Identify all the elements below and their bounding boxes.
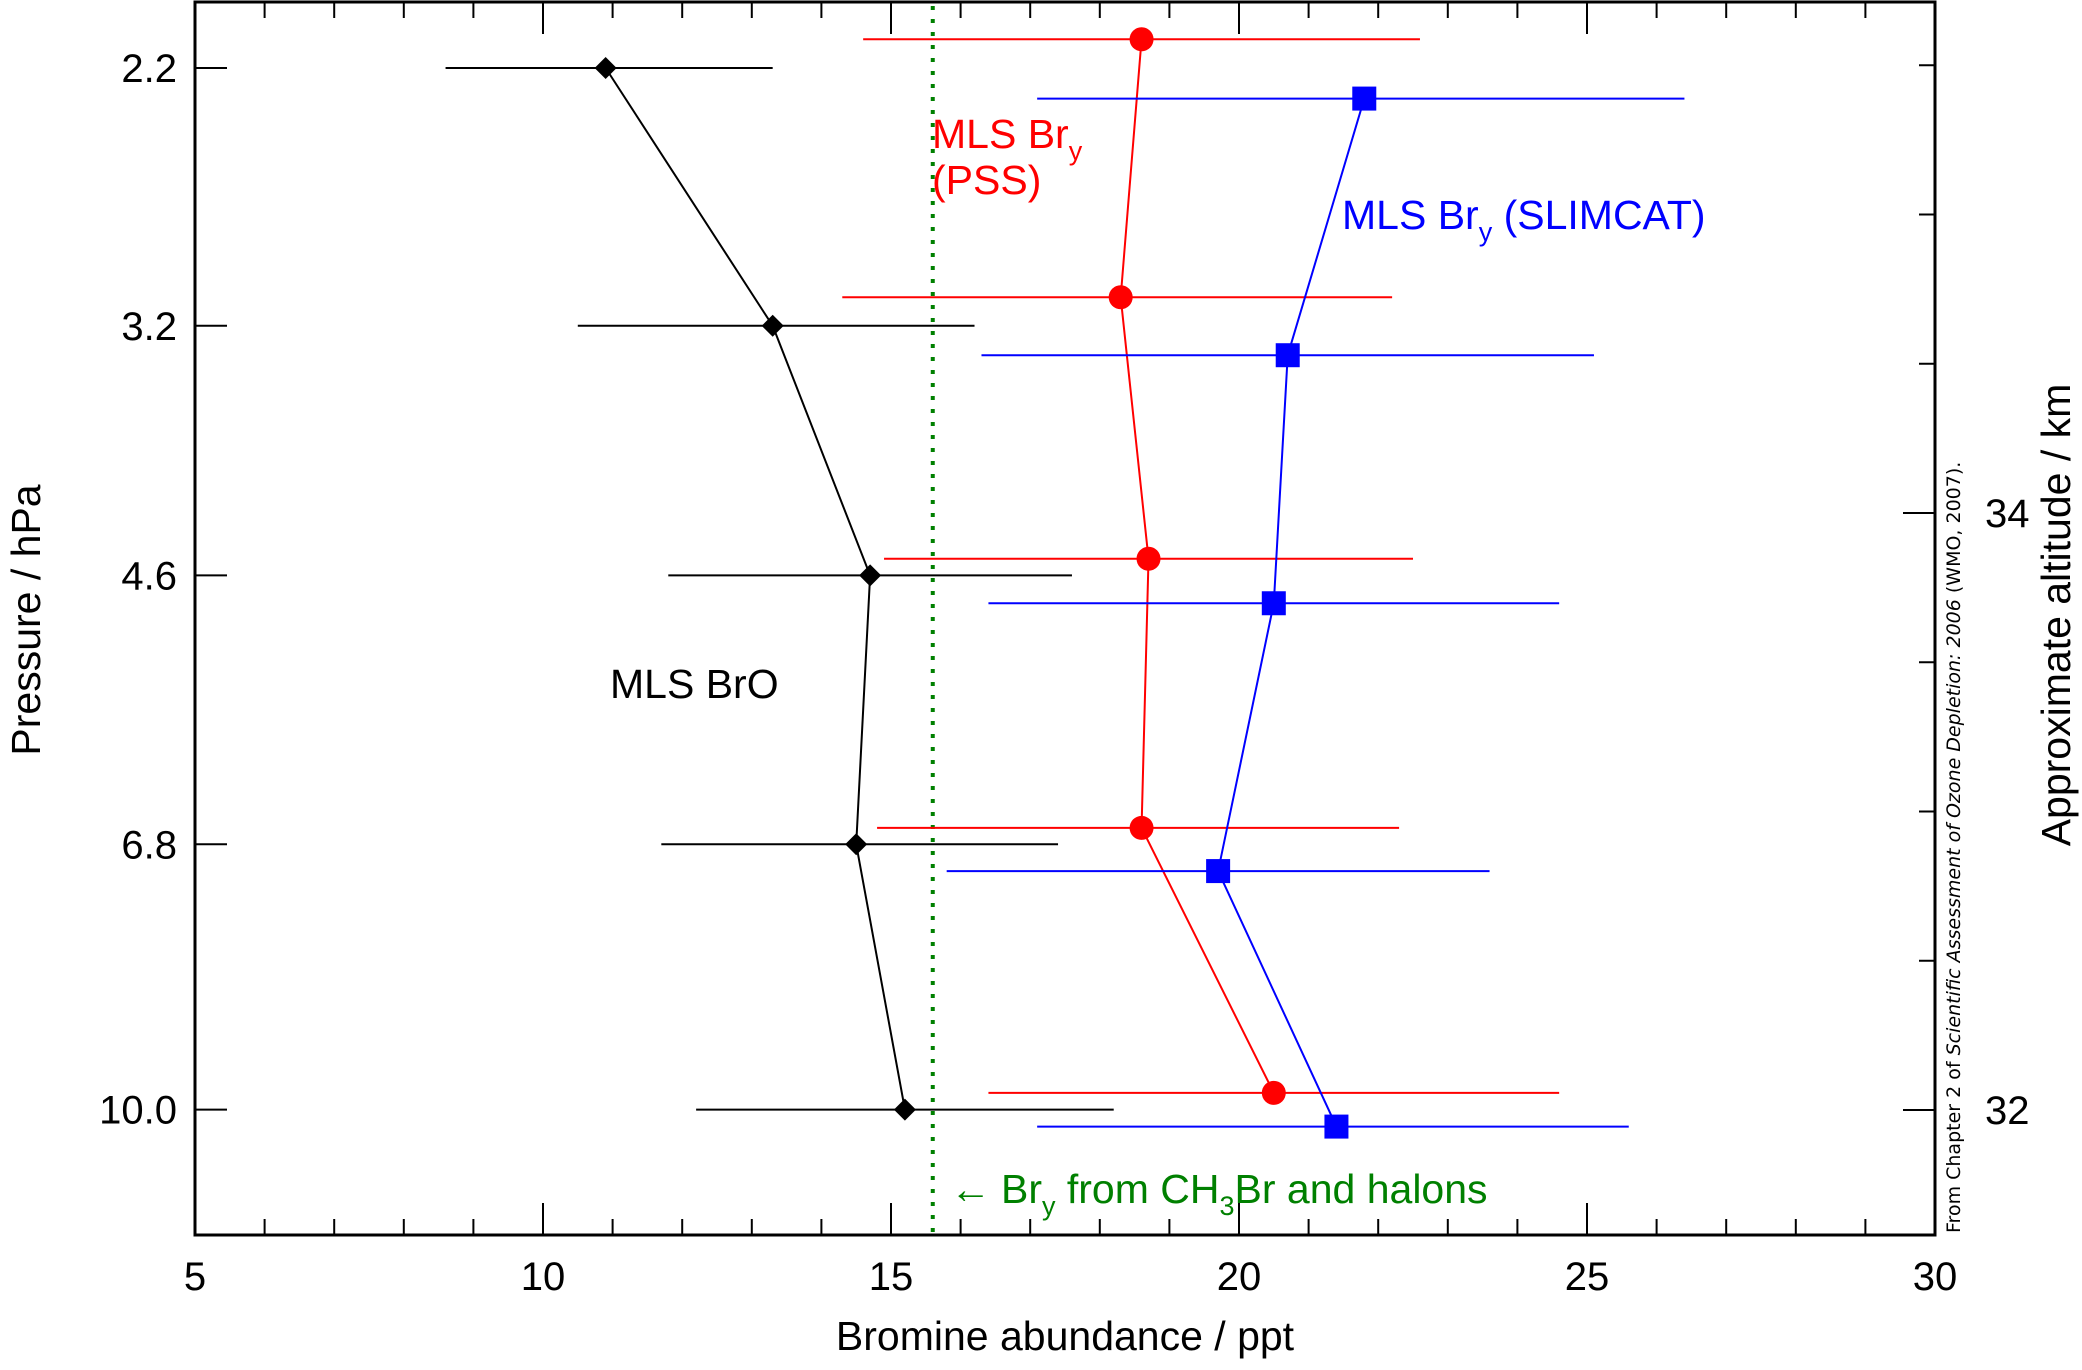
y-left-tick-label: 3.2 bbox=[121, 305, 177, 349]
label-mls-bro: MLS BrO bbox=[610, 661, 779, 707]
x-tick-label: 10 bbox=[521, 1255, 566, 1299]
plot-frame bbox=[193, 0, 1937, 1237]
y-axis-left: 2.2 3.2 4.6 6.8 10.0 bbox=[99, 47, 227, 1133]
data-point-diamond bbox=[761, 314, 784, 337]
data-point-circle bbox=[1108, 285, 1133, 310]
x-axis-title: Bromine abundance / ppt bbox=[836, 1313, 1295, 1359]
data-point-square bbox=[1324, 1114, 1349, 1139]
y-left-tick-label: 2.2 bbox=[121, 47, 177, 91]
data-point-circle bbox=[1136, 546, 1161, 571]
x-tick-label: 5 bbox=[184, 1255, 206, 1299]
x-axis: 5 10 15 20 25 30 bbox=[184, 2, 1957, 1299]
data-point-circle bbox=[1129, 815, 1154, 840]
y-axis-right-title: Approximate altitude / km bbox=[2033, 384, 2079, 847]
data-point-square bbox=[1261, 591, 1286, 616]
y-axis-left-title: Pressure / hPa bbox=[3, 484, 49, 755]
x-tick-label: 15 bbox=[869, 1255, 914, 1299]
data-point-circle bbox=[1129, 27, 1154, 52]
data-point-diamond bbox=[859, 564, 882, 587]
data-point-circle bbox=[1261, 1080, 1286, 1105]
label-reference-line: ← Bry from CH3Br and halons bbox=[950, 1166, 1488, 1221]
y-axis-right: 32 34 bbox=[1903, 64, 2030, 1133]
y-left-tick-label: 4.6 bbox=[121, 554, 177, 598]
data-point-square bbox=[1206, 859, 1231, 884]
y-right-tick-label: 34 bbox=[1985, 492, 2030, 536]
data-point-square bbox=[1352, 86, 1377, 111]
x-tick-label: 20 bbox=[1217, 1255, 1262, 1299]
series-1 bbox=[842, 27, 1560, 1105]
data-point-diamond bbox=[893, 1098, 916, 1121]
source-note: From Chapter 2 of Scientific Assessment … bbox=[1943, 462, 1965, 1233]
data-point-square bbox=[1275, 343, 1300, 368]
label-mls-bry-slimcat: MLS Bry (SLIMCAT) bbox=[1342, 192, 1706, 247]
data-point-diamond bbox=[594, 57, 617, 79]
series-0 bbox=[445, 57, 1114, 1121]
data-point-diamond bbox=[845, 833, 868, 856]
series-line bbox=[1217, 98, 1366, 1128]
series-2 bbox=[946, 86, 1685, 1139]
label-mls-bry-pss: MLS Bry bbox=[932, 111, 1083, 166]
series-line bbox=[604, 67, 906, 1110]
y-right-tick-label: 32 bbox=[1985, 1089, 2030, 1133]
series-layer bbox=[445, 27, 1685, 1139]
x-tick-label: 25 bbox=[1565, 1255, 1610, 1299]
y-left-tick-label: 6.8 bbox=[121, 823, 177, 867]
x-tick-label: 30 bbox=[1913, 1255, 1958, 1299]
label-mls-bry-pss-line2: (PSS) bbox=[932, 157, 1041, 203]
y-left-tick-label: 10.0 bbox=[99, 1089, 177, 1133]
